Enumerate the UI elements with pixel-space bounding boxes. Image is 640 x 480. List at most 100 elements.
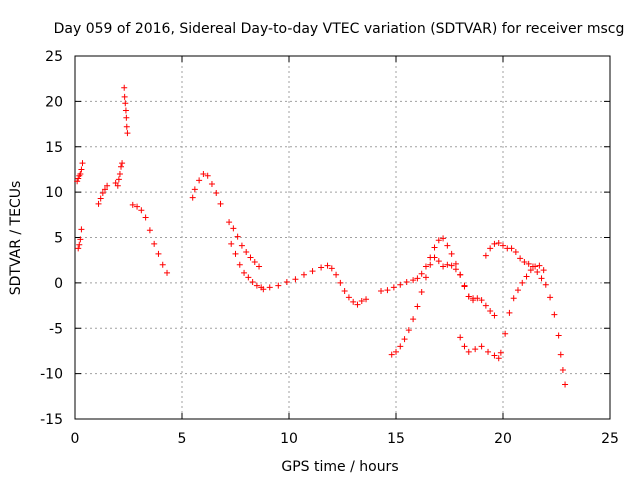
data-point [448, 262, 455, 269]
data-point [452, 260, 459, 267]
data-point [79, 160, 86, 167]
data-point [440, 263, 447, 270]
data-point [238, 242, 245, 249]
data-point [138, 207, 145, 214]
data-point [232, 250, 239, 257]
data-point [444, 261, 451, 268]
data-point [502, 330, 509, 337]
data-point [324, 262, 331, 269]
data-point [465, 293, 472, 300]
x-tick-label: 10 [280, 431, 298, 447]
data-point [74, 178, 81, 185]
data-point [123, 114, 130, 121]
series-arc-1 [129, 201, 171, 276]
data-point [114, 182, 121, 189]
data-point [508, 245, 515, 252]
series-early-d [112, 160, 126, 189]
data-point [234, 233, 241, 240]
data-point [422, 263, 429, 270]
data-point [435, 258, 442, 265]
data-point [116, 170, 123, 177]
series-arc-7 [388, 254, 477, 358]
data-point [292, 276, 299, 283]
data-point [226, 219, 233, 226]
data-point [78, 166, 85, 173]
y-tick-label: 15 [45, 140, 63, 156]
data-point [527, 267, 534, 274]
data-point [542, 281, 549, 288]
data-point [300, 271, 307, 278]
data-point [243, 249, 250, 256]
series-arc-4 [260, 262, 361, 308]
data-point [521, 259, 528, 266]
data-point [452, 266, 459, 273]
y-tick-label: 20 [45, 94, 63, 110]
data-point [104, 182, 111, 189]
y-tick-label: 5 [54, 231, 63, 247]
data-point [121, 84, 128, 91]
data-point [134, 203, 141, 210]
data-point [119, 160, 126, 167]
series-arc-10 [482, 239, 569, 388]
data-point [410, 316, 417, 323]
data-point [472, 346, 479, 353]
data-point [427, 261, 434, 268]
data-point [514, 287, 521, 294]
data-point [241, 269, 248, 276]
data-point [538, 275, 545, 282]
data-point [115, 176, 122, 183]
series-arc-5 [358, 296, 370, 305]
x-tick-label: 5 [178, 431, 187, 447]
data-point [228, 240, 235, 247]
data-point [78, 226, 85, 233]
x-axis-label: GPS time / hours [281, 459, 398, 475]
x-tick-label: 15 [387, 431, 405, 447]
data-point [283, 278, 290, 285]
data-point [519, 279, 526, 286]
y-tick-label: -15 [40, 412, 63, 428]
data-point [478, 343, 485, 350]
data-point [393, 348, 399, 355]
data-point [448, 250, 455, 257]
data-point [122, 107, 129, 114]
data-point [559, 366, 566, 373]
x-tick-label: 25 [601, 431, 619, 447]
x-tick-label: 0 [71, 431, 80, 447]
data-point [529, 263, 536, 270]
data-point [275, 282, 282, 289]
data-point [345, 294, 352, 301]
series-early-a [74, 160, 86, 185]
data-point [236, 261, 243, 268]
data-point [309, 268, 316, 275]
data-point [245, 274, 252, 281]
data-point [555, 332, 562, 339]
data-point [431, 254, 438, 261]
data-point [260, 286, 267, 293]
grid [75, 56, 610, 419]
data-point [97, 195, 104, 202]
y-axis-label: SDTVAR / TECUs [8, 181, 24, 296]
data-point [318, 264, 325, 271]
data-point [164, 269, 171, 276]
data-point [491, 352, 498, 359]
data-point [159, 261, 166, 268]
data-point [510, 295, 517, 302]
data-point [487, 308, 494, 315]
data-point [418, 288, 425, 295]
data-point [397, 343, 404, 350]
data-point [487, 245, 494, 252]
data-point [354, 301, 361, 308]
x-tick-label: 20 [494, 431, 512, 447]
data-point [431, 244, 438, 251]
data-point [536, 262, 543, 269]
data-point [146, 227, 153, 234]
data-point [256, 263, 263, 270]
series-arc-2 [189, 170, 224, 207]
data-point [75, 245, 82, 252]
data-point [482, 252, 489, 259]
data-point [457, 271, 464, 278]
data-point [440, 235, 447, 242]
data-point [213, 190, 220, 197]
data-point [551, 311, 558, 318]
data-point [418, 270, 425, 277]
